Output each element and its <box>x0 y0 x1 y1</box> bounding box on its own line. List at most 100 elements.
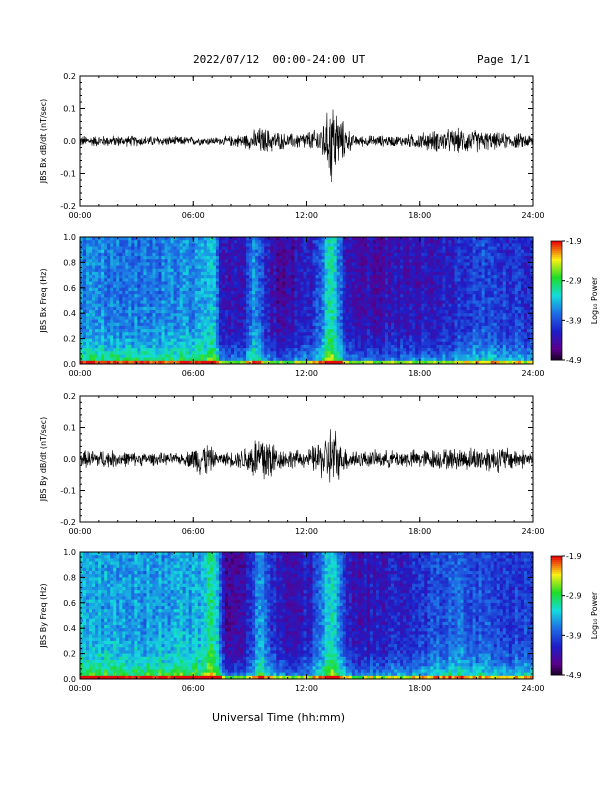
spectrogram-cell <box>86 329 90 333</box>
spectrogram-cell <box>345 271 350 276</box>
spectrogram-cell <box>152 313 156 317</box>
spectrogram-cell <box>234 344 238 349</box>
spectrogram-cell <box>110 351 114 355</box>
spectrogram-cell <box>303 316 307 320</box>
spectrogram-cell <box>345 297 350 301</box>
spectrogram-cell <box>421 262 425 266</box>
spectrogram-cell <box>351 252 356 257</box>
spectrogram-cell <box>212 246 217 251</box>
spectrogram-cell <box>101 240 105 244</box>
spectrogram-cell <box>324 303 329 308</box>
spectrogram-cell <box>306 344 310 349</box>
spectrogram-cell <box>155 351 159 355</box>
spectrogram-cell <box>397 249 401 254</box>
spectrogram-cell <box>403 357 407 362</box>
spectrogram-cell <box>270 348 274 352</box>
spectrogram-cell <box>300 329 304 333</box>
spectrogram-cell <box>243 338 247 343</box>
spectrogram-cell <box>92 294 96 298</box>
spectrogram-cell <box>113 284 117 289</box>
spectrogram-cell <box>357 294 362 298</box>
spectrogram-cell <box>276 313 280 317</box>
spectrogram-cell <box>179 243 184 247</box>
spectrogram-cell <box>406 290 410 295</box>
spectrogram-cell <box>267 300 271 305</box>
spectrogram-cell <box>297 243 301 247</box>
spectrogram-cell <box>89 294 93 298</box>
spectrogram-cell <box>427 360 431 365</box>
spectrogram-cell <box>209 316 214 320</box>
spectrogram-cell <box>357 360 362 365</box>
spectrogram-cell <box>206 249 211 254</box>
spectrogram-cell <box>200 252 205 257</box>
spectrogram-cell <box>382 341 386 346</box>
spectrogram-cell <box>125 294 129 298</box>
spectrogram-cell <box>212 360 217 365</box>
spectrogram-cell <box>110 259 114 263</box>
spectrogram-cell <box>276 265 280 270</box>
spectrogram-cell <box>394 252 398 257</box>
spectrogram-cell <box>246 348 250 352</box>
spectrogram-cell <box>146 297 150 301</box>
spectrogram-cell <box>209 344 214 349</box>
spectrogram-cell <box>415 259 419 263</box>
spectrogram-cell <box>378 360 383 365</box>
spectrogram-cell <box>363 313 368 317</box>
spectrogram-cell <box>279 237 283 241</box>
spectrogram-cell <box>445 310 449 314</box>
spectrogram-cell <box>110 249 114 254</box>
spectrogram-cell <box>119 290 123 295</box>
spectrogram-cell <box>80 354 84 359</box>
spectrogram-cell <box>309 252 313 257</box>
spectrogram-cell <box>309 360 313 365</box>
spectrogram-cell <box>258 256 262 260</box>
spectrogram-cell <box>445 240 449 244</box>
spectrogram-cell <box>442 300 446 305</box>
spectrogram-cell <box>427 351 431 355</box>
spectrogram-cell <box>255 360 259 365</box>
spectrogram-cell <box>330 259 335 263</box>
spectrogram-cell <box>294 332 298 336</box>
spectrogram-cell <box>143 329 147 333</box>
spectrogram-cell <box>143 325 147 330</box>
spectrogram-cell <box>327 290 332 295</box>
spectrogram-cell <box>89 243 93 247</box>
spectrogram-cell <box>372 322 377 327</box>
spectrogram-cell <box>378 351 383 355</box>
spectrogram-cell <box>152 325 156 330</box>
spectrogram-cell <box>375 240 380 244</box>
spectrogram-cell <box>224 281 229 286</box>
spectrogram-cell <box>246 262 250 266</box>
spectrogram-cell <box>333 268 338 273</box>
spectrogram-cell <box>421 290 425 295</box>
spectrogram-cell <box>209 268 214 273</box>
spectrogram-cell <box>110 287 114 292</box>
spectrogram-cell <box>436 344 440 349</box>
spectrogram-cell <box>155 338 159 343</box>
spectrogram-cell <box>173 316 178 320</box>
spectrogram-cell <box>104 268 108 273</box>
spectrogram-cell <box>125 348 129 352</box>
spectrogram-cell <box>95 310 99 314</box>
y-tick-label: -0.2 <box>60 202 76 211</box>
spectrogram-cell <box>240 319 244 324</box>
spectrogram-cell <box>191 246 196 251</box>
spectrogram-cell <box>333 338 338 343</box>
spectrogram-cell <box>197 313 202 317</box>
spectrogram-cell <box>345 290 350 295</box>
spectrogram-cell <box>176 344 181 349</box>
spectrogram-cell <box>143 335 147 339</box>
spectrogram-cell <box>206 246 211 251</box>
spectrogram-cell <box>372 252 377 257</box>
spectrogram-cell <box>146 240 150 244</box>
spectrogram-cell <box>421 303 425 308</box>
spectrogram-cell <box>107 332 111 336</box>
spectrogram-cell <box>294 284 298 289</box>
spectrogram-cell <box>191 265 196 270</box>
spectrogram-cell <box>382 351 386 355</box>
spectrogram-cell <box>140 348 144 352</box>
spectrogram-cell <box>134 335 138 339</box>
spectrogram-cell <box>212 290 217 295</box>
spectrogram-cell <box>231 319 235 324</box>
spectrogram-cell <box>92 278 96 282</box>
